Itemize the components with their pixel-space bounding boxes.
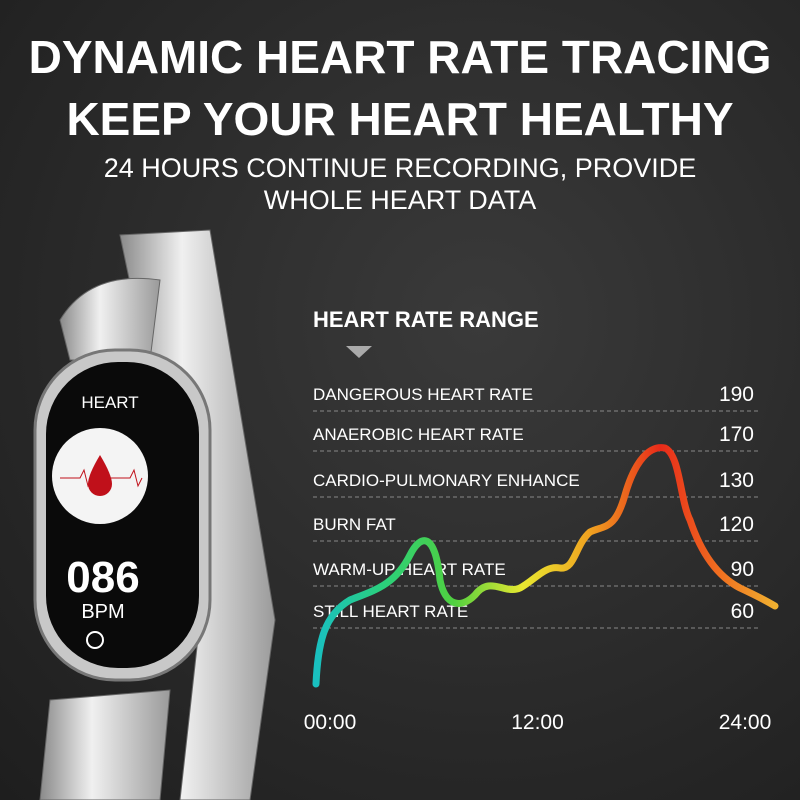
zone-value: 170 — [719, 423, 754, 446]
zone-label: BURN FAT — [313, 515, 396, 534]
zone-label: ANAEROBIC HEART RATE — [313, 425, 524, 444]
time-label: 12:00 — [511, 711, 564, 734]
zone-value: 130 — [719, 469, 754, 492]
chart-title: HEART RATE RANGE — [313, 307, 539, 332]
zone-label: STILL HEART RATE — [313, 602, 468, 621]
watch: HEART 086 BPM — [33, 229, 276, 800]
zone-label: DANGEROUS HEART RATE — [313, 385, 533, 404]
zone-value: 60 — [731, 600, 754, 623]
zone-label: WARM-UP HEART RATE — [313, 560, 506, 579]
zone-label: CARDIO-PULMONARY ENHANCE — [313, 471, 580, 490]
zone-value: 190 — [719, 383, 754, 406]
title-line: KEEP YOUR HEART HEALTHY — [66, 93, 734, 145]
watch-unit: BPM — [81, 601, 124, 623]
pointer — [346, 346, 372, 358]
subtitle-line: 24 HOURS CONTINUE RECORDING, PROVIDE — [103, 153, 697, 183]
watch-label: HEART — [81, 393, 138, 412]
time-label: 24:00 — [719, 711, 772, 734]
subtitle-line: WHOLE HEART DATA — [263, 185, 537, 215]
watch-reading: 086 — [66, 553, 139, 602]
zone-value: 90 — [731, 558, 754, 581]
time-label: 00:00 — [304, 711, 357, 734]
heart-rate-curve — [312, 444, 779, 688]
zone-value: 120 — [719, 513, 754, 536]
title-line: DYNAMIC HEART RATE TRACING — [28, 31, 772, 83]
